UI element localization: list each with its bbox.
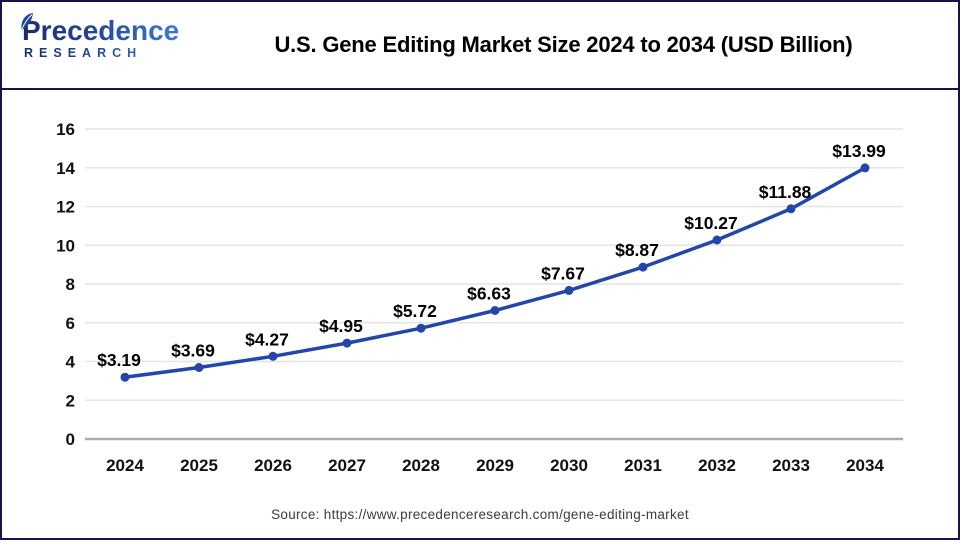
point-label: $5.72	[393, 301, 437, 321]
data-point	[490, 306, 500, 315]
point-label: $7.67	[541, 263, 585, 283]
y-tick-label: 6	[66, 314, 75, 333]
data-point	[194, 363, 204, 372]
data-point	[268, 351, 278, 361]
data-point	[564, 285, 574, 295]
x-tick-label: 2028	[402, 456, 440, 475]
header: Precedence RESEARCH U.S. Gene Editing Ma…	[2, 2, 958, 90]
point-label: $4.95	[319, 316, 363, 336]
point-label: $11.88	[759, 182, 812, 202]
brand-subtext: RESEARCH	[20, 47, 179, 60]
data-point	[860, 163, 870, 173]
y-tick-label: 16	[56, 120, 75, 139]
data-point	[120, 372, 130, 382]
x-tick-label: 2029	[476, 456, 514, 475]
y-tick-label: 12	[56, 198, 75, 217]
chart-title: U.S. Gene Editing Market Size 2024 to 20…	[274, 32, 853, 57]
point-label: $4.27	[245, 329, 289, 349]
x-tick-label: 2026	[254, 456, 292, 475]
data-point	[342, 338, 352, 348]
data-point	[786, 204, 796, 214]
y-tick-label: 14	[56, 159, 75, 178]
series-line	[123, 166, 867, 379]
point-label: $3.69	[171, 341, 215, 361]
brand-name: Precedence	[20, 13, 180, 46]
point-label: $3.19	[97, 350, 141, 370]
brand-text: Precedence	[22, 15, 180, 46]
x-tick-label: 2032	[698, 456, 736, 475]
x-tick-label: 2034	[846, 456, 884, 475]
data-point	[416, 323, 426, 333]
chart-area: 0 2 4 6 8 10 12 14 16 2024 2025 2026 2027 2028 2029 203…	[2, 90, 958, 504]
point-label: $8.87	[615, 240, 659, 260]
x-tick-label: 2024	[106, 456, 144, 475]
x-tick-label: 2025	[180, 456, 218, 475]
x-tick-label: 2030	[550, 456, 588, 475]
point-label: $6.63	[467, 284, 511, 304]
x-tick-label: 2033	[772, 456, 810, 475]
point-label: $13.99	[832, 141, 886, 161]
y-tick-label: 0	[66, 430, 75, 449]
y-tick-label: 8	[66, 275, 75, 294]
brand-logo: Precedence RESEARCH	[20, 13, 180, 60]
line-chart: 0 2 4 6 8 10 12 14 16 2024 2025 2026 2027 2028 2029 203…	[56, 120, 903, 475]
data-point	[712, 235, 722, 245]
data-point	[638, 262, 648, 272]
leaf-icon	[19, 8, 34, 36]
source-note: Source: https://www.precedenceresearch.c…	[271, 507, 689, 522]
y-tick-label: 4	[66, 353, 76, 372]
y-tick-label: 10	[56, 236, 75, 255]
y-tick-label: 2	[66, 391, 75, 410]
point-label: $10.27	[684, 213, 738, 233]
x-tick-label: 2027	[328, 456, 366, 475]
x-tick-label: 2031	[624, 456, 662, 475]
